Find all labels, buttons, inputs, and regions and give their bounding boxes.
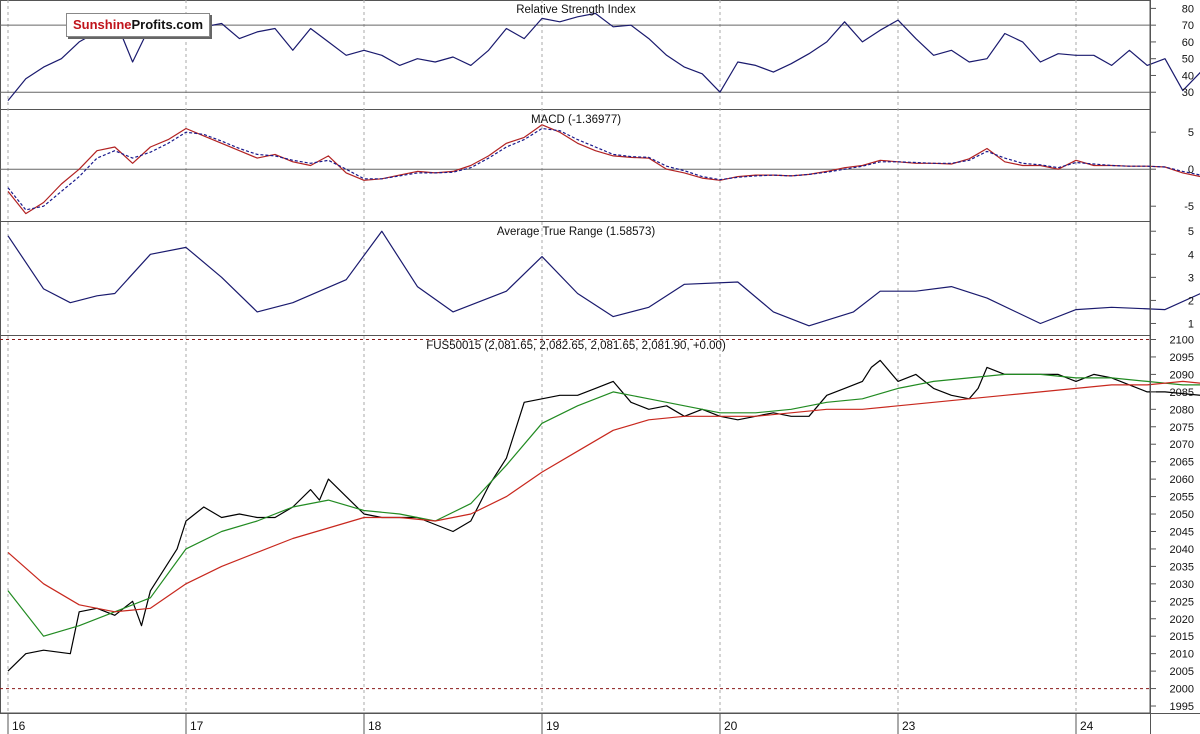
y-tick-label: 2080 bbox=[1170, 404, 1194, 416]
x-tick-label: 20 bbox=[724, 719, 738, 733]
signal-line bbox=[7, 127, 1200, 211]
y-tick-label: 2040 bbox=[1170, 544, 1194, 556]
panel-title: Relative Strength Index bbox=[516, 4, 636, 16]
y-tick-label: 0 bbox=[1188, 164, 1194, 176]
grid-layer bbox=[0, 0, 1151, 714]
y-tick-label: 70 bbox=[1182, 20, 1194, 32]
series-layer bbox=[7, 12, 1200, 672]
x-tick-label: 16 bbox=[12, 719, 26, 733]
panel-title: Average True Range (1.58573) bbox=[497, 226, 656, 238]
y-tick-label: 1 bbox=[1188, 318, 1194, 330]
y-tick-label: 2025 bbox=[1170, 596, 1194, 608]
panel-title: FUS50015 (2,081.65, 2,082.65, 2,081.65, … bbox=[426, 340, 726, 352]
y-tick-label: 2095 bbox=[1170, 352, 1194, 364]
y-tick-label: 30 bbox=[1182, 87, 1194, 99]
y-tick-label: 2065 bbox=[1170, 457, 1194, 469]
y-tick-label: 80 bbox=[1182, 3, 1194, 15]
y-tick-label: 4 bbox=[1188, 249, 1194, 261]
short-ma-line bbox=[7, 373, 1200, 637]
y-tick-label: 2010 bbox=[1170, 649, 1194, 661]
x-tick-label: 18 bbox=[368, 719, 382, 733]
y-tick-label: 1995 bbox=[1170, 701, 1194, 713]
y-tick-label: 40 bbox=[1182, 70, 1194, 82]
y-tick-label: 5 bbox=[1188, 226, 1194, 238]
logo-part-sunshine: Sunshine bbox=[73, 17, 132, 32]
price-line bbox=[7, 359, 1200, 672]
y-tick-label: 2100 bbox=[1170, 334, 1194, 346]
y-tick-label: 60 bbox=[1182, 37, 1194, 49]
y-tick-label: 2020 bbox=[1170, 614, 1194, 626]
y-tick-label: 2000 bbox=[1170, 684, 1194, 696]
y-tick-label: 2050 bbox=[1170, 509, 1194, 521]
x-tick-label: 23 bbox=[902, 719, 916, 733]
rsi-line bbox=[7, 12, 1200, 101]
y-tick-label: 2055 bbox=[1170, 492, 1194, 504]
y-tick-label: 5 bbox=[1188, 127, 1194, 139]
y-tick-label: 2070 bbox=[1170, 439, 1194, 451]
x-tick-label: 19 bbox=[546, 719, 560, 733]
plot-frame bbox=[0, 0, 1151, 714]
y-tick-label: 2085 bbox=[1170, 387, 1194, 399]
y-tick-label: 2005 bbox=[1170, 666, 1194, 678]
y-tick-label: 3 bbox=[1188, 272, 1194, 284]
y-tick-label: 2030 bbox=[1170, 579, 1194, 591]
y-tick-label: 2035 bbox=[1170, 561, 1194, 573]
logo-part-profits: Profits.com bbox=[131, 17, 204, 32]
sunshine-profits-logo: SunshineProfits.com bbox=[66, 13, 211, 37]
y-tick-label: -5 bbox=[1184, 201, 1194, 213]
y-tick-label: 2 bbox=[1188, 295, 1194, 307]
y-tick-label: 2015 bbox=[1170, 631, 1194, 643]
y-tick-label: 2090 bbox=[1170, 369, 1194, 381]
macd-line bbox=[7, 124, 1200, 215]
y-tick-label: 2075 bbox=[1170, 422, 1194, 434]
x-tick-label: 24 bbox=[1080, 719, 1094, 733]
panel-title: MACD (-1.36977) bbox=[531, 114, 621, 126]
y-tick-label: 2045 bbox=[1170, 526, 1194, 538]
x-tick-label: 17 bbox=[190, 719, 204, 733]
long-ma-line bbox=[7, 380, 1200, 613]
y-tick-label: 50 bbox=[1182, 54, 1194, 66]
y-tick-label: 2060 bbox=[1170, 474, 1194, 486]
atr-line bbox=[7, 230, 1200, 327]
